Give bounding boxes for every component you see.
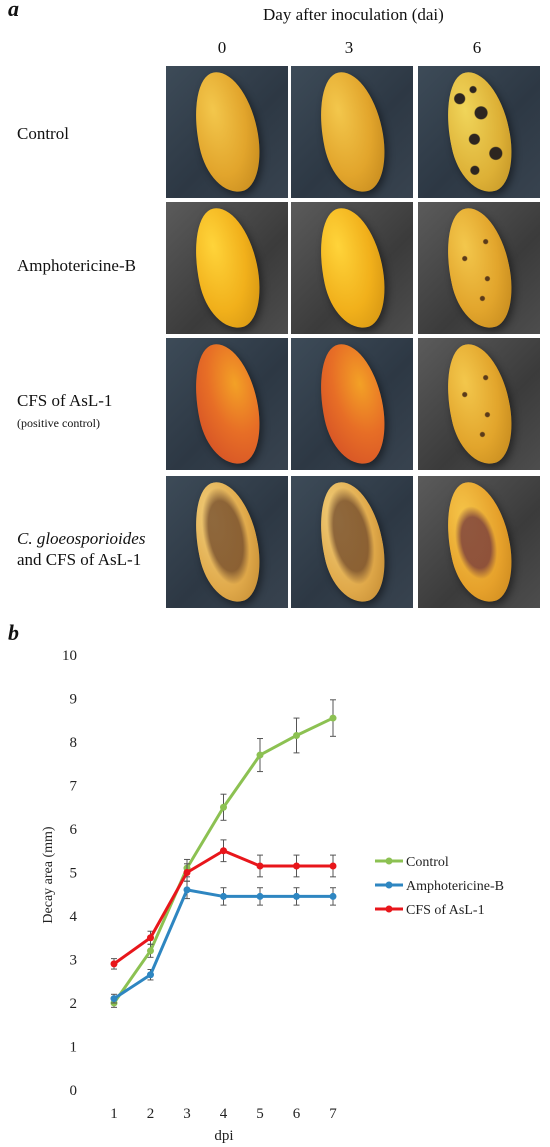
legend-label: Amphotericine-B bbox=[406, 879, 504, 894]
data-point bbox=[220, 803, 227, 811]
data-point bbox=[147, 934, 154, 942]
data-point bbox=[220, 892, 227, 900]
x-tick-label: 6 bbox=[293, 1106, 301, 1122]
x-tick-label: 5 bbox=[256, 1106, 264, 1122]
photo-amphotericine-day3 bbox=[291, 202, 413, 334]
panel-a-letter: a bbox=[8, 0, 19, 21]
row-label-pathogen-main: and CFS of AsL-1 bbox=[17, 550, 142, 569]
x-tick-label: 4 bbox=[220, 1106, 228, 1122]
photo-cfs-day3 bbox=[291, 338, 413, 470]
y-tick-label: 7 bbox=[70, 779, 78, 795]
legend-label: Control bbox=[406, 855, 449, 870]
x-axis-label: dpi bbox=[214, 1128, 233, 1144]
series-2 bbox=[110, 839, 337, 970]
series-0 bbox=[110, 699, 337, 1008]
photo-pathogen-day3 bbox=[291, 476, 413, 608]
day-label-0: 0 bbox=[217, 38, 227, 57]
row-label-cfs: CFS of AsL-1 (positive control) bbox=[17, 390, 112, 434]
row-label-control: Control bbox=[17, 124, 69, 143]
row-label-cfs-main: CFS of AsL-1 bbox=[17, 391, 113, 410]
row-label-pathogen-species: C. gloeosporioides bbox=[17, 529, 146, 548]
data-point bbox=[183, 886, 191, 894]
data-point bbox=[256, 862, 264, 870]
data-point bbox=[329, 714, 337, 722]
data-point bbox=[110, 995, 118, 1003]
y-tick-label: 9 bbox=[70, 692, 78, 708]
data-point bbox=[147, 971, 154, 979]
data-point bbox=[110, 960, 118, 968]
x-tick-label: 1 bbox=[110, 1106, 118, 1122]
x-tick-label: 3 bbox=[183, 1106, 191, 1122]
legend-swatch-marker bbox=[385, 857, 393, 865]
y-tick-label: 2 bbox=[70, 996, 78, 1012]
row-label-amphotericine: Amphotericine-B bbox=[17, 256, 136, 275]
data-point bbox=[256, 892, 264, 900]
legend-swatch-marker bbox=[385, 881, 393, 889]
y-tick-label: 6 bbox=[70, 822, 78, 838]
series-1 bbox=[110, 880, 337, 1004]
photo-cfs-day6 bbox=[418, 338, 540, 470]
photo-amphotericine-day6 bbox=[418, 202, 540, 334]
row-label-cfs-sub: (positive control) bbox=[17, 416, 100, 430]
photo-pathogen-day6 bbox=[418, 476, 540, 608]
y-tick-label: 0 bbox=[70, 1083, 78, 1099]
photo-control-day0 bbox=[166, 66, 288, 198]
data-point bbox=[293, 862, 300, 870]
photo-amphotericine-day0 bbox=[166, 202, 288, 334]
series-line bbox=[113, 849, 333, 966]
photo-pathogen-day0 bbox=[166, 476, 288, 608]
legend-label: CFS of AsL-1 bbox=[406, 903, 485, 918]
photo-control-day6 bbox=[418, 66, 540, 198]
y-tick-label: 10 bbox=[62, 648, 77, 664]
y-tick-label: 5 bbox=[70, 866, 78, 882]
y-tick-label: 1 bbox=[70, 1040, 78, 1056]
data-point bbox=[329, 862, 337, 870]
y-tick-label: 4 bbox=[70, 909, 78, 925]
legend-swatch-marker bbox=[385, 905, 393, 913]
data-point bbox=[256, 751, 264, 759]
y-tick-label: 3 bbox=[70, 953, 78, 969]
day-label-3: 3 bbox=[344, 38, 354, 57]
data-point bbox=[293, 731, 300, 739]
panel-b-letter: b bbox=[8, 620, 19, 645]
data-point bbox=[147, 947, 154, 955]
data-point bbox=[329, 892, 337, 900]
y-axis-label: Decay area (mm) bbox=[41, 826, 56, 923]
photo-cfs-day0 bbox=[166, 338, 288, 470]
y-tick-label: 8 bbox=[70, 735, 78, 751]
column-header: Day after inoculation (dai) bbox=[263, 5, 444, 24]
day-label-6: 6 bbox=[472, 38, 482, 57]
photo-control-day3 bbox=[291, 66, 413, 198]
data-point bbox=[293, 892, 300, 900]
data-point bbox=[183, 869, 191, 876]
data-point bbox=[220, 847, 227, 855]
series-line bbox=[113, 888, 333, 1000]
x-tick-label: 2 bbox=[147, 1106, 155, 1122]
row-label-pathogen: C. gloeosporioides and CFS of AsL-1 bbox=[17, 528, 145, 570]
x-tick-label: 7 bbox=[329, 1106, 337, 1122]
